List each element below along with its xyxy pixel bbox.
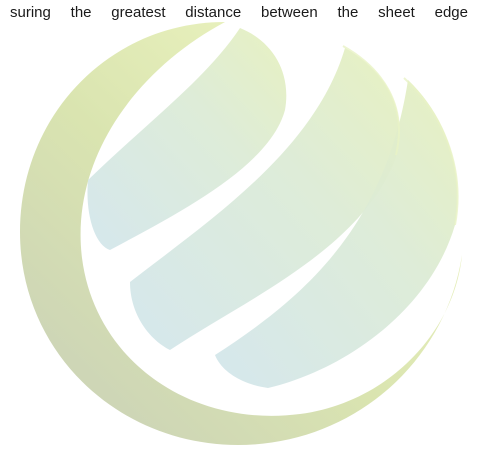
globe-swoosh-edge: [342, 45, 400, 156]
globe-swoosh-top: [87, 28, 287, 250]
globe-swoosh-edge: [403, 77, 459, 226]
globe-swoosh-middle: [130, 48, 400, 350]
globe-swoosh-bottom: [215, 80, 458, 388]
document-text-line: suring the greatest distance between the…: [10, 4, 468, 21]
